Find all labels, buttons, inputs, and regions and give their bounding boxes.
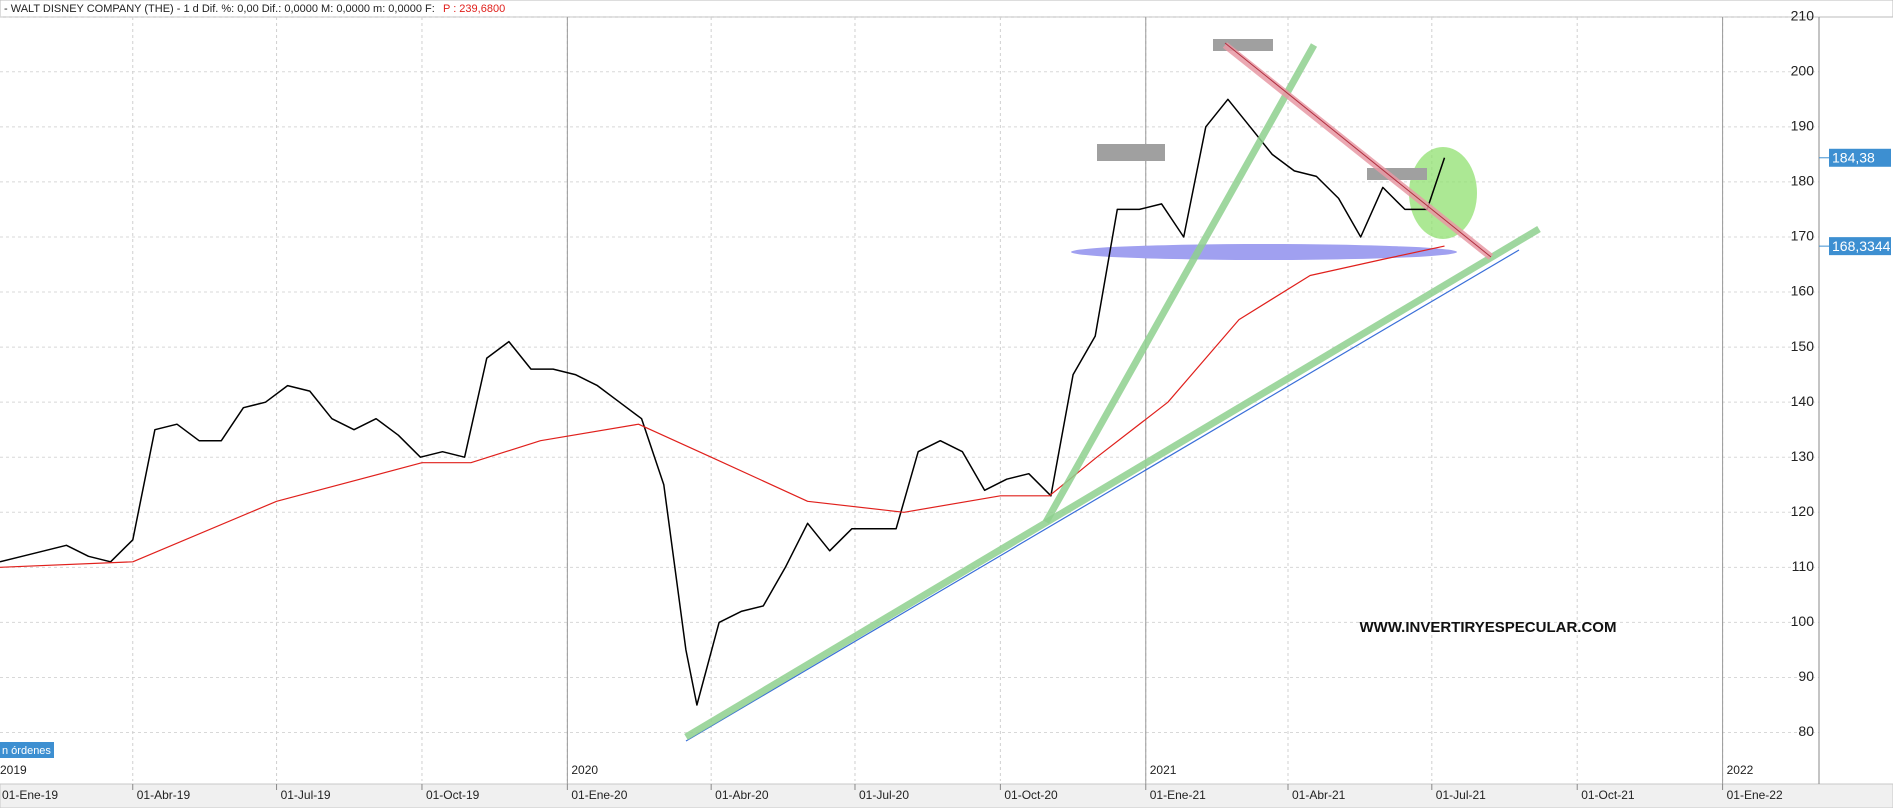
x-tick-label: 01-Ene-20: [571, 788, 627, 802]
y-tick-label: 130: [1791, 448, 1815, 464]
x-tick-label: 01-Jul-20: [859, 788, 909, 802]
y-tick-label: 110: [1792, 558, 1815, 574]
x-tick-label: 01-Abr-19: [137, 788, 191, 802]
x-tick-label: 01-Oct-19: [426, 788, 480, 802]
x-tick-label: 01-Ene-19: [2, 788, 58, 802]
resistance-box: [1213, 39, 1273, 51]
year-label: 2022: [1727, 763, 1754, 777]
x-tick-label: 01-Ene-21: [1150, 788, 1206, 802]
orders-badge: [0, 742, 54, 758]
x-tick-label: 01-Ene-22: [1727, 788, 1783, 802]
last-price-badge: [1829, 237, 1891, 256]
y-tick-label: 80: [1798, 723, 1814, 739]
y-tick-label: 160: [1791, 283, 1815, 299]
y-tick-label: 180: [1791, 173, 1815, 189]
price-line: [0, 98, 1446, 706]
last-price-label: 184,38: [1832, 149, 1875, 165]
y-tick-label: 170: [1791, 228, 1815, 244]
y-tick-label: 90: [1798, 668, 1814, 684]
header-bar: [0, 0, 1893, 18]
x-tick-label: 01-Abr-20: [715, 788, 769, 802]
watermark: WWW.INVERTIRYESPECULAR.COM: [1360, 619, 1617, 636]
y-tick-label: 200: [1791, 62, 1815, 78]
y-tick-label: 120: [1791, 503, 1815, 519]
x-tick-label: 01-Abr-21: [1292, 788, 1346, 802]
last-price-badge: [1829, 148, 1891, 167]
x-tick-label: 01-Oct-20: [1004, 788, 1058, 802]
orders-label: n órdenes: [2, 745, 51, 757]
header-title: - WALT DISNEY COMPANY (THE) - 1 d Dif. %…: [4, 3, 435, 15]
trendline: [684, 225, 1541, 741]
last-price-label: 168,3344: [1832, 238, 1891, 254]
annotations: [1071, 39, 1477, 260]
moving-average: [0, 245, 1445, 568]
year-label: 2020: [571, 763, 598, 777]
resistance-box: [1097, 144, 1165, 161]
trendlines: [684, 42, 1541, 742]
y-tick-label: 190: [1791, 118, 1815, 134]
x-tick-label: 01-Oct-21: [1581, 788, 1635, 802]
y-tick-label: 150: [1791, 338, 1815, 354]
support-zone: [1071, 244, 1457, 260]
y-tick-label: 210: [1791, 7, 1815, 23]
header-price: P : 239,6800: [443, 3, 505, 15]
x-tick-label: 01-Jul-19: [281, 788, 331, 802]
year-label: 2019: [0, 763, 27, 777]
year-label: 2021: [1150, 763, 1177, 777]
y-tick-label: 100: [1791, 613, 1815, 629]
series-layer: [0, 98, 1446, 706]
x-tick-label: 01-Jul-21: [1436, 788, 1486, 802]
trendline: [1042, 43, 1318, 524]
trendline: [1224, 42, 1492, 258]
trendline: [685, 249, 1520, 742]
y-tick-label: 140: [1791, 393, 1815, 409]
